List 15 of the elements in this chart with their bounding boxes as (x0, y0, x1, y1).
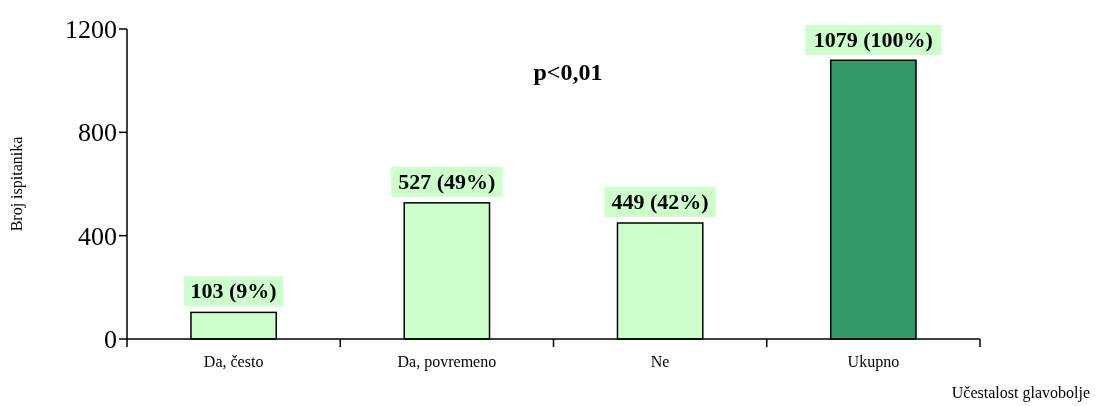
x-axis-title: Učestalost glavobolje (951, 384, 1090, 402)
y-tick-label: 0 (104, 325, 117, 355)
y-tick-label: 1200 (65, 15, 117, 45)
data-label: 449 (42%) (611, 189, 709, 215)
x-tick-label: Da, često (203, 353, 264, 370)
y-tick-label: 800 (78, 118, 117, 148)
y-axis-title: Broj ispitanika (8, 136, 26, 232)
annotation: p<0,01 (533, 59, 603, 85)
data-label: 1079 (100%) (813, 27, 933, 52)
x-tick-label: Ukupno (847, 353, 900, 371)
y-tick-label: 400 (78, 221, 117, 251)
data-label: 527 (49%) (398, 168, 496, 194)
x-tick-label: Da, povremeno (397, 353, 497, 371)
x-tick-label: Ne (650, 353, 670, 370)
data-label: 103 (9%) (190, 278, 277, 304)
